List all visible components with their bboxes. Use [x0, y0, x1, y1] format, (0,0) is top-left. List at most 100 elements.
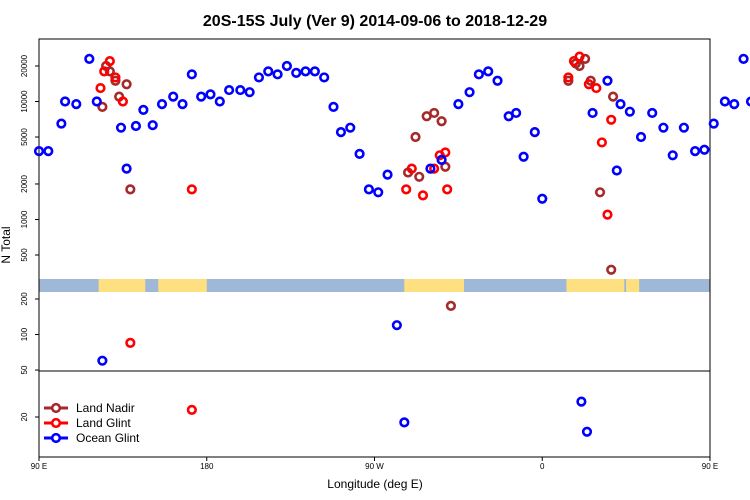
ocean-glint-point	[611, 165, 622, 176]
land-glint-point	[591, 82, 602, 94]
land-glint-point	[125, 337, 136, 348]
land-glint-point	[417, 190, 429, 201]
land-glint-point	[583, 79, 594, 90]
land-glint-point	[99, 66, 110, 77]
ocean-glint-point	[382, 169, 393, 180]
ocean-glint-point	[214, 96, 225, 107]
land-glint-point	[186, 184, 197, 195]
land-nadir-point	[445, 300, 457, 311]
ocean-glint-point	[464, 87, 475, 98]
ocean-glint-point	[537, 193, 548, 204]
ocean-glint-point	[363, 184, 375, 195]
y-tick-label: 1000	[20, 210, 29, 228]
land-glint-point	[602, 209, 613, 220]
ocean-glint-point	[345, 122, 356, 133]
x-tick-label: 90 W	[365, 462, 384, 471]
ocean-glint-point	[483, 66, 494, 77]
ocean-glint-point	[168, 91, 179, 102]
land-nadir-point	[97, 101, 108, 113]
ocean-glint-point	[291, 67, 302, 78]
land-glint-point	[401, 184, 412, 195]
legend-label-ocean-glint: Ocean Glint	[76, 431, 140, 445]
ocean-glint-point	[328, 101, 339, 113]
ocean-glint-point	[138, 104, 149, 115]
ocean-glint-point	[281, 60, 292, 72]
ocean-glint-point	[453, 99, 464, 110]
legend-marker-land-nadir	[50, 402, 62, 414]
ocean-glint-point	[97, 355, 108, 366]
ocean-glint-point	[667, 150, 678, 161]
ocean-glint-point	[121, 163, 132, 174]
ocean-glint-point	[436, 154, 447, 165]
legend-marker-ocean-glint	[50, 432, 62, 444]
land-glint-point	[596, 137, 607, 148]
land-segment-0	[98, 279, 146, 292]
land-glint-point	[117, 96, 128, 107]
ocean-glint-point	[335, 127, 347, 138]
y-tick-label: 20000	[20, 54, 29, 77]
land-segment-2	[566, 279, 625, 292]
ocean-glint-point	[511, 107, 522, 119]
land-nadir-point	[607, 91, 619, 102]
x-axis-label: Longitude (deg E)	[327, 477, 422, 491]
land-nadir-point	[125, 184, 136, 195]
y-tick-label: 10000	[20, 90, 29, 113]
ocean-glint-point	[33, 145, 45, 157]
y-tick-label: 20	[20, 412, 29, 421]
land-nadir-point	[574, 60, 585, 72]
ocean-glint-point	[647, 107, 658, 119]
land-glint-point	[429, 163, 440, 174]
ocean-glint-point	[529, 127, 540, 138]
ocean-glint-point	[43, 145, 54, 157]
ocean-glint-point	[115, 122, 127, 133]
land-segment-4	[158, 279, 207, 292]
chart-title: 20S-15S July (Ver 9) 2014-09-06 to 2018-…	[203, 13, 547, 30]
land-nadir-point	[436, 116, 447, 127]
legend-marker-land-glint	[50, 417, 62, 429]
land-glint-point	[186, 404, 197, 415]
ocean-glint-point	[56, 118, 67, 129]
data-points	[33, 51, 750, 437]
ocean-glint-point	[319, 72, 330, 83]
ocean-glint-point	[745, 96, 750, 107]
ocean-glint-point	[699, 144, 710, 155]
land-ocean-strip	[39, 279, 710, 292]
x-tick-label: 90 E	[702, 462, 718, 471]
ocean-glint-point	[576, 396, 587, 407]
ocean-glint-point	[156, 99, 168, 110]
y-tick-label: 100	[20, 327, 29, 341]
legend-label-land-glint: Land Glint	[76, 416, 131, 430]
land-glint-point	[563, 72, 574, 83]
ocean-glint-point	[272, 69, 283, 80]
ocean-glint-point	[186, 69, 197, 80]
ocean-glint-point	[91, 96, 102, 107]
x-axis: 90 E 180 90 W 0 90 E	[31, 457, 718, 471]
y-axis: 500 1000 2000 5000 10000 20000 20 50 100 200	[20, 54, 39, 421]
ocean-glint-point	[473, 69, 484, 80]
x-tick-label: 0	[540, 462, 545, 471]
ocean-glint-point	[624, 106, 635, 117]
ocean-glint-point	[235, 84, 246, 96]
land-glint-point	[442, 184, 453, 195]
land-glint-point	[406, 163, 417, 174]
ocean-glint-point	[581, 426, 593, 437]
ocean-glint-point	[354, 148, 365, 159]
x-tick-label: 90 E	[31, 462, 47, 471]
y-tick-label: 200	[20, 292, 29, 306]
ocean-glint-point	[492, 75, 503, 86]
ocean-glint-point	[71, 99, 82, 110]
land-segment-1	[404, 279, 464, 292]
ocean-glint-point	[224, 84, 235, 96]
ocean-glint-point	[587, 107, 598, 119]
legend-label-land-nadir: Land Nadir	[76, 401, 135, 415]
y-tick-label: 2000	[20, 175, 29, 193]
ocean-glint-point	[678, 122, 690, 133]
land-nadir-point	[606, 264, 617, 275]
ocean-glint-point	[84, 53, 95, 64]
ocean-glint-point	[263, 66, 274, 77]
land-glint-point	[574, 51, 585, 62]
y-axis-label: N Total	[0, 226, 13, 263]
land-glint-point	[606, 114, 617, 125]
ocean-glint-point	[615, 99, 626, 110]
